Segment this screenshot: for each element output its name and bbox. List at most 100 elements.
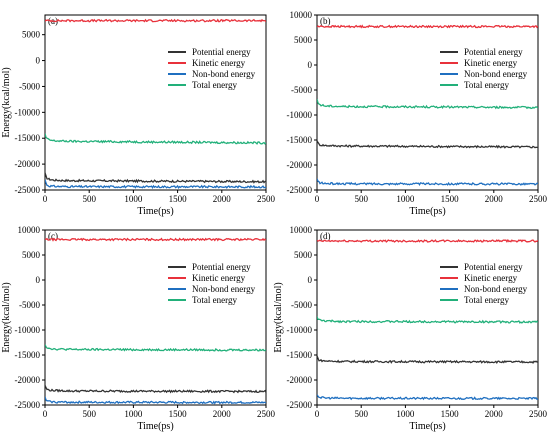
series-group (45, 237, 266, 405)
chart-panel-d: -25000 -20000 -15000 -10000 -5000 0 5000 10000 0… (273, 225, 548, 432)
x-tick-label: 2500 (257, 409, 276, 419)
series-line-total-energy (45, 344, 266, 352)
y-tick-label: 0 (308, 275, 313, 285)
y-axis-label: Energy(kcal/mol) (273, 282, 284, 352)
legend-label: Total energy (192, 295, 237, 305)
x-tick-label: 1000 (396, 194, 415, 204)
series-group (317, 238, 538, 401)
legend-label: Non-bond energy (192, 69, 256, 79)
x-tick-label: 1500 (441, 409, 460, 419)
x-tick-label: 2500 (257, 194, 276, 204)
series-group (317, 24, 538, 186)
x-tick-label: 0 (315, 409, 320, 419)
legend-label: Kinetic energy (192, 58, 246, 68)
y-tick-label: -15000 (287, 350, 313, 360)
chart-panel-c: -25000 -20000 -15000 -10000 -5000 0 5000 10000 0… (1, 225, 276, 432)
legend-label: Potential energy (192, 47, 251, 57)
series-line-non-bond-energy (317, 178, 538, 186)
series-line-non-bond-energy (317, 394, 538, 401)
y-tick-label: -20000 (287, 375, 313, 385)
y-axis-label: Energy(kcal/mol) (1, 282, 12, 352)
legend-label: Total energy (464, 80, 509, 90)
y-tick-label: -25000 (15, 185, 41, 195)
x-tick-label: 2000 (213, 409, 232, 419)
y-tick-label: 5000 (294, 35, 313, 45)
y-tick-label: 10000 (290, 225, 313, 235)
chart-panel-b: -25000 -20000 -15000 -10000 -5000 0 5000 10000 0… (287, 10, 548, 217)
x-tick-label: 2000 (213, 194, 232, 204)
x-axis-label: Time(ps) (137, 421, 173, 432)
series-line-potential-energy (45, 172, 266, 184)
series-line-kinetic-energy (45, 18, 266, 23)
series-group (45, 18, 266, 189)
series-line-potential-energy (317, 140, 538, 149)
y-tick-label: -5000 (19, 300, 40, 310)
y-tick-label: -20000 (15, 375, 41, 385)
legend-label: Kinetic energy (464, 273, 518, 283)
x-tick-label: 2500 (529, 409, 548, 419)
plot-frame (44, 229, 267, 406)
panel-label: (b) (320, 16, 331, 26)
y-tick-label: 0 (36, 275, 41, 285)
y-axis-label: Energy(kcal/mol) (1, 67, 12, 137)
y-tick-label: 5000 (22, 250, 41, 260)
y-tick-label: -5000 (19, 81, 40, 91)
x-tick-label: 500 (354, 194, 368, 204)
legend-label: Potential energy (464, 262, 523, 272)
series-line-total-energy (317, 316, 538, 324)
y-tick-label: -15000 (15, 133, 41, 143)
y-tick-label: -5000 (291, 85, 312, 95)
y-tick-label: 10000 (18, 225, 41, 235)
x-tick-label: 500 (82, 194, 96, 204)
x-axis-label: Time(ps) (409, 421, 445, 432)
series-line-non-bond-energy (45, 179, 266, 189)
legend-label: Potential energy (464, 47, 523, 57)
x-tick-label: 1500 (169, 409, 188, 419)
series-line-potential-energy (45, 385, 266, 394)
plot-frame (44, 14, 267, 191)
y-tick-label: 5000 (22, 30, 41, 40)
series-line-kinetic-energy (317, 238, 538, 243)
x-tick-label: 1000 (396, 409, 415, 419)
series-line-total-energy (317, 98, 538, 110)
x-tick-label: 500 (354, 409, 368, 419)
y-tick-label: 5000 (294, 250, 313, 260)
plot-frame (316, 229, 539, 406)
legend-label: Kinetic energy (464, 58, 518, 68)
x-tick-label: 0 (315, 194, 320, 204)
x-tick-label: 0 (43, 194, 48, 204)
panel-label: (d) (320, 231, 331, 241)
y-tick-label: -25000 (287, 185, 313, 195)
panel-label: (c) (48, 231, 58, 241)
series-line-non-bond-energy (45, 396, 266, 405)
x-tick-label: 1500 (441, 194, 460, 204)
x-tick-label: 2000 (485, 194, 504, 204)
x-axis-label: Time(ps) (137, 206, 173, 217)
y-tick-label: 0 (36, 56, 41, 66)
x-tick-label: 1000 (124, 409, 143, 419)
y-tick-label: 0 (308, 60, 313, 70)
y-tick-label: -10000 (287, 110, 313, 120)
legend-label: Potential energy (192, 262, 251, 272)
x-tick-label: 2000 (485, 409, 504, 419)
y-tick-label: -15000 (287, 135, 313, 145)
y-tick-label: -20000 (15, 159, 41, 169)
x-tick-label: 0 (43, 409, 48, 419)
x-tick-label: 2500 (529, 194, 548, 204)
x-tick-label: 1000 (124, 194, 143, 204)
series-line-kinetic-energy (317, 24, 538, 29)
y-tick-label: -10000 (15, 107, 41, 117)
x-tick-label: 500 (82, 409, 96, 419)
y-tick-label: -25000 (15, 400, 41, 410)
chart-panel-a: -25000 -20000 -15000 -10000 -5000 0 5000 0 500 10… (1, 14, 276, 217)
x-axis-label: Time(ps) (409, 206, 445, 217)
y-tick-label: -15000 (15, 350, 41, 360)
y-tick-label: 10000 (290, 10, 313, 20)
y-tick-label: -5000 (291, 300, 312, 310)
legend-label: Total energy (192, 80, 237, 90)
legend-label: Total energy (464, 295, 509, 305)
